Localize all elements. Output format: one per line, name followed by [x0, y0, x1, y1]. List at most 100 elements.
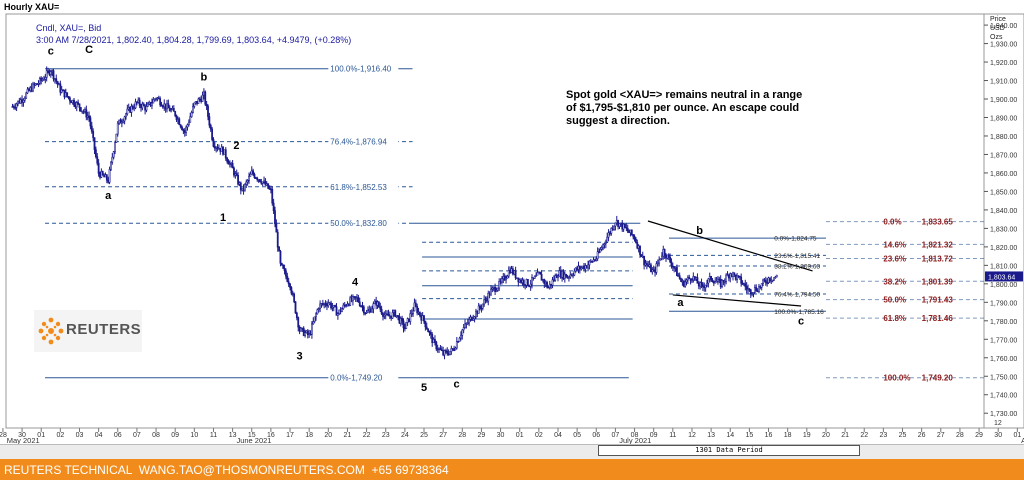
candle-body: [434, 339, 436, 343]
candle-body: [681, 281, 684, 283]
candle-body: [67, 96, 70, 99]
candle-body: [391, 312, 394, 319]
x-tick-label: 30: [994, 432, 1002, 439]
candle-body: [587, 264, 589, 269]
candle-body: [509, 270, 512, 273]
fib-red-pct: 61.8%: [883, 314, 906, 323]
fib-label-bg: [328, 218, 399, 229]
candle-body: [637, 245, 640, 249]
candle-body: [118, 119, 121, 124]
candle-body: [494, 287, 497, 292]
candle-body: [137, 99, 140, 103]
candle-body: [107, 179, 110, 183]
candle-body: [45, 70, 48, 78]
candle-body: [386, 313, 388, 316]
candle-body: [179, 124, 182, 128]
candle-body: [555, 275, 558, 279]
candle-body: [47, 70, 49, 73]
y-tick-label: 1,800.00: [990, 282, 1017, 289]
candle-body: [155, 98, 157, 100]
candle-body: [667, 254, 670, 258]
candle-body: [421, 315, 424, 321]
candle-body: [414, 302, 417, 307]
candle-body: [249, 173, 252, 177]
candle-body: [48, 70, 51, 75]
candle-body: [311, 323, 313, 335]
candle-body: [53, 78, 56, 80]
x-tick-label: 25: [420, 432, 428, 439]
candle-body: [149, 101, 152, 106]
candle-body: [279, 250, 282, 264]
plot-area: [5, 13, 985, 429]
candle-body: [726, 274, 729, 277]
candle-body: [250, 170, 253, 175]
candle-body: [306, 330, 309, 336]
candle-body: [140, 105, 142, 109]
fib-red-pct: 100.0%: [883, 374, 910, 383]
candle-body: [696, 277, 699, 284]
candle-body: [293, 293, 296, 302]
fib-red-pct: 0.0%: [883, 218, 901, 227]
x-tick-label: 16: [267, 432, 275, 439]
y-axis-title: USD: [990, 25, 1005, 32]
candle-body: [611, 227, 614, 230]
fib-label-left: 0.0%-1,749.20: [330, 374, 383, 383]
candle-body: [578, 265, 581, 270]
candle-body: [475, 310, 477, 318]
x-tick-label: 04: [95, 432, 103, 439]
x-tick-label: 13: [229, 432, 237, 439]
y-axis-title: Price: [990, 16, 1006, 23]
candle-body: [211, 128, 214, 140]
candle-body: [309, 333, 312, 335]
y-tick-label: 1,880.00: [990, 134, 1017, 141]
candle-body: [543, 279, 546, 284]
x-month-label: June 2021: [236, 436, 271, 445]
candle-body: [327, 302, 330, 307]
candle-body: [241, 187, 244, 191]
wave-label: c: [453, 378, 459, 390]
candle-body: [178, 118, 181, 126]
candle-body: [21, 99, 23, 103]
x-tick-label: 27: [439, 432, 447, 439]
candle-body: [442, 350, 445, 356]
candle-body: [146, 103, 149, 107]
candle-body: [360, 305, 363, 308]
candle-body: [36, 83, 39, 85]
candle-body: [774, 276, 777, 279]
candle-body: [401, 318, 404, 322]
candle-body: [408, 318, 410, 322]
candle-body: [691, 279, 693, 282]
candle-body: [30, 87, 33, 92]
candle-body: [715, 280, 718, 283]
fib-label-left: 50.0%-1,832.80: [330, 219, 387, 228]
candle-body: [380, 308, 383, 314]
candle-body: [167, 103, 170, 109]
candle-body: [108, 169, 111, 183]
candle-body: [625, 227, 628, 229]
candle-body: [259, 179, 261, 182]
scroll-strip[interactable]: [0, 444, 1024, 459]
x-tick-label: 20: [324, 432, 332, 439]
candle-body: [177, 118, 179, 121]
candle-body: [89, 117, 92, 127]
fib-label-left: 76.4%-1,876.94: [330, 138, 387, 147]
candle-body: [52, 70, 55, 80]
candle-body: [740, 276, 743, 284]
candle-body: [354, 296, 357, 299]
candle-body: [88, 115, 90, 119]
candle-body: [723, 281, 726, 283]
candle-body: [703, 286, 706, 288]
candle-body: [444, 350, 447, 352]
data-period-box[interactable]: 1301 Data Period: [598, 445, 860, 456]
candle-body: [156, 97, 159, 100]
candle-body: [175, 115, 178, 121]
candle-body: [406, 318, 409, 323]
candle-body: [727, 274, 730, 279]
candle-body: [527, 279, 529, 286]
candle-body: [331, 306, 334, 309]
candle-body: [692, 276, 695, 281]
candle-body: [198, 98, 201, 101]
x-tick-label: 11: [669, 432, 676, 439]
candle-body: [734, 274, 737, 280]
